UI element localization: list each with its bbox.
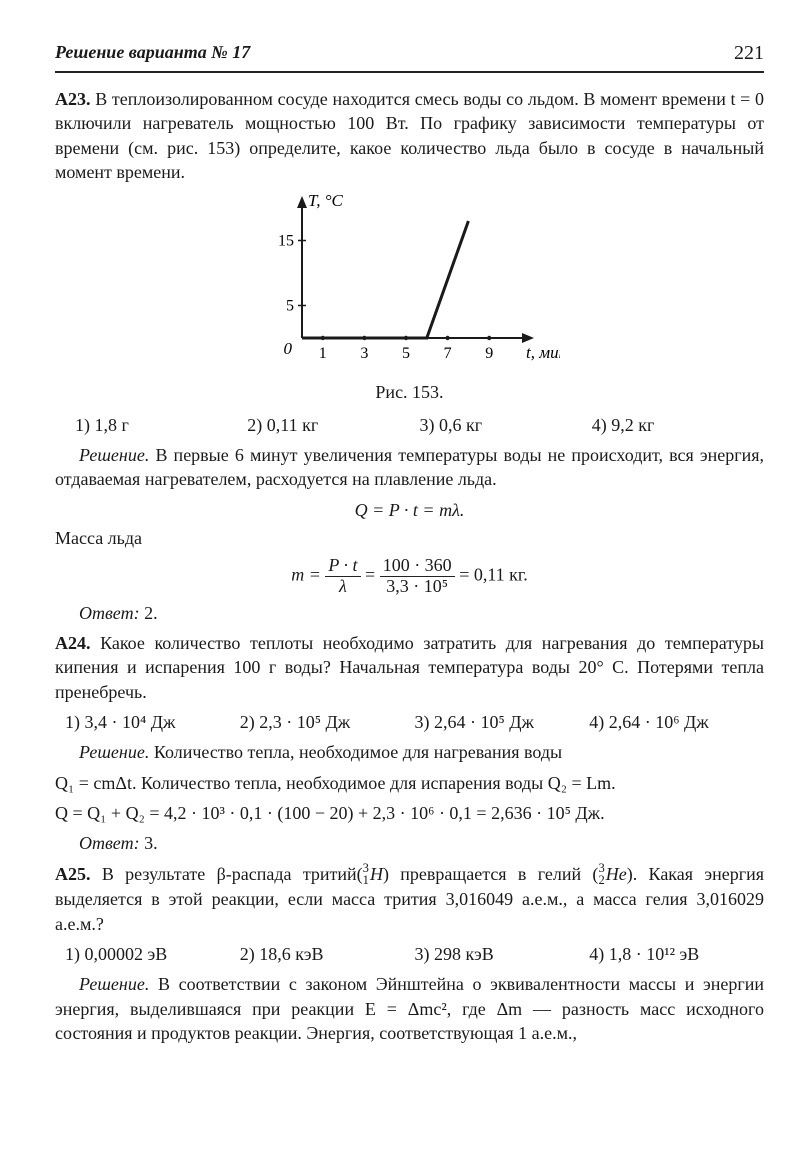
a23-solution-1: Решение. В первые 6 минут увеличения тем… — [55, 443, 764, 492]
svg-text:0: 0 — [283, 339, 292, 358]
helium-isotope: 32 — [598, 863, 605, 887]
page-number: 221 — [734, 40, 764, 67]
svg-text:5: 5 — [286, 298, 294, 315]
svg-text:3: 3 — [360, 345, 368, 362]
a23-opt-1: 1) 1,8 г — [75, 413, 247, 437]
tritium-isotope: 31 — [363, 863, 370, 887]
a25-sol-label: Решение. — [79, 974, 149, 994]
a23-f2-eq: = — [365, 565, 380, 585]
a23-options: 1) 1,8 г 2) 0,11 кг 3) 0,6 кг 4) 9,2 кг — [75, 413, 764, 437]
a23-opt-4: 4) 9,2 кг — [592, 413, 764, 437]
a23-answer: Ответ: 2. — [55, 601, 764, 625]
a24-opt-4: 4) 2,64 · 10⁶ Дж — [589, 710, 764, 734]
svg-text:T, °C: T, °C — [308, 192, 343, 210]
a24-solution-1: Решение. Количество тепла, необходимое д… — [55, 740, 764, 764]
a25-p2: ) превращается в гелий ( — [383, 864, 598, 884]
a25-sol-text-1: В соответствии с законом Эйнштейна о экв… — [55, 974, 764, 1043]
a24-opt-3: 3) 2,64 · 10⁵ Дж — [415, 710, 590, 734]
a24-problem-text: Какое количество теплоты необходимо затр… — [55, 633, 764, 702]
a24-ans-val: 3. — [140, 833, 158, 853]
a23-f2-d2: 3,3 · 10⁵ — [380, 577, 455, 597]
a24-problem: А24. Какое количество теплоты необходимо… — [55, 631, 764, 704]
a24-options: 1) 3,4 · 10⁴ Дж 2) 2,3 · 10⁵ Дж 3) 2,64 … — [65, 710, 764, 734]
a25-opt-1: 1) 0,00002 эВ — [65, 942, 240, 966]
a23-f2-frac2: 100 · 3603,3 · 10⁵ — [380, 556, 455, 597]
a23-sol-text-1: В первые 6 минут увеличения температуры … — [55, 445, 764, 489]
header-title: Решение варианта № 17 — [55, 40, 250, 67]
page-header: Решение варианта № 17 221 — [55, 40, 764, 73]
a23-formula-1: Q = P · t = mλ. — [55, 498, 764, 522]
a23-solution-2: Масса льда — [55, 526, 764, 550]
a23-problem: А23. В теплоизолированном сосуде находит… — [55, 87, 764, 184]
svg-text:1: 1 — [318, 345, 326, 362]
a24-ans-label: Ответ: — [79, 833, 140, 853]
a24-opt-1: 1) 3,4 · 10⁴ Дж — [65, 710, 240, 734]
svg-text:5: 5 — [402, 345, 410, 362]
iso2-z: 2 — [598, 875, 604, 887]
a25-problem: А25. В результате β-распада тритий(31H) … — [55, 862, 764, 936]
a24-solution-2a: Q₁ = cmΔt. Количество тепла, необходимое… — [55, 771, 764, 795]
a24-sol-text-1: Количество тепла, необходимое для нагрев… — [149, 742, 562, 762]
a25-solution-1: Решение. В соответствии с законом Эйнште… — [55, 972, 764, 1045]
a24-answer: Ответ: 3. — [55, 831, 764, 855]
a23-opt-2: 2) 0,11 кг — [247, 413, 419, 437]
a24-sol-label: Решение. — [79, 742, 149, 762]
a23-problem-text: В теплоизолированном сосуде находится см… — [55, 89, 764, 182]
a25-opt-2: 2) 18,6 кэВ — [240, 942, 415, 966]
a23-chart: 5 15 1 3 5 7 9 T, °C t, мин 0 — [55, 192, 764, 378]
a25-opt-4: 4) 1,8 · 10¹² эВ — [589, 942, 764, 966]
a25-label: А25. — [55, 864, 91, 884]
iso1-z: 1 — [363, 875, 369, 887]
a23-label: А23. — [55, 89, 91, 109]
a23-f2-rhs: = 0,11 кг. — [459, 565, 528, 585]
a24-opt-2: 2) 2,3 · 10⁵ Дж — [240, 710, 415, 734]
a23-opt-3: 3) 0,6 кг — [420, 413, 592, 437]
a25-p1: В результате β-распада тритий( — [102, 864, 363, 884]
a23-formula-1-text: Q = P · t = mλ. — [355, 500, 465, 520]
a23-ans-val: 2. — [140, 603, 158, 623]
a23-f2-n1: P · t — [328, 555, 357, 575]
a25-options: 1) 0,00002 эВ 2) 18,6 кэВ 3) 298 кэВ 4) … — [65, 942, 764, 966]
iso1-s: H — [370, 864, 383, 884]
svg-text:9: 9 — [485, 345, 493, 362]
svg-text:7: 7 — [443, 345, 451, 362]
a23-ans-label: Ответ: — [79, 603, 140, 623]
svg-text:t, мин: t, мин — [526, 343, 560, 362]
a24-label: А24. — [55, 633, 91, 653]
a23-f2-frac1: P · tλ — [325, 556, 360, 597]
a23-f2-d1: λ — [339, 576, 347, 596]
iso2-s: He — [606, 864, 627, 884]
a23-line-chart: 5 15 1 3 5 7 9 T, °C t, мин 0 — [260, 192, 560, 372]
a23-caption: Рис. 153. — [55, 380, 764, 404]
a24-solution-2b: Q = Q₁ + Q₂ = 4,2 · 10³ · 0,1 · (100 − 2… — [55, 801, 764, 825]
a23-f2-lhs: m = — [291, 565, 325, 585]
a23-sol-label: Решение. — [79, 445, 149, 465]
a23-formula-2: m = P · tλ = 100 · 3603,3 · 10⁵ = 0,11 к… — [55, 556, 764, 597]
svg-text:15: 15 — [278, 233, 294, 250]
a25-opt-3: 3) 298 кэВ — [415, 942, 590, 966]
a23-f2-n2: 100 · 360 — [380, 556, 455, 577]
